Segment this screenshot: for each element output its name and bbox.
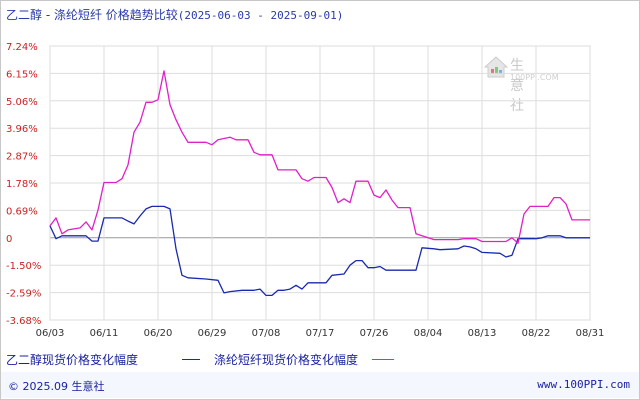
legend-swatch-a [182, 359, 200, 360]
x-tick-label: 08/31 [576, 328, 605, 339]
y-tick-label: 7.24% [6, 42, 38, 53]
footer-bar [1, 372, 639, 398]
x-tick-label: 08/13 [468, 328, 497, 339]
chart-title-text: 乙二醇 - 涤纶短纤 价格趋势比较 [6, 8, 178, 22]
x-tick-label: 08/22 [522, 328, 551, 339]
footer-copyright: © 2025.09 生意社 [8, 380, 105, 393]
y-axis-ticks: 7.24% 6.15% 5.06% 3.96% 2.87% 1.78% 0.69% 0 -1.5… [6, 42, 41, 327]
x-tick-label: 06/29 [198, 328, 227, 339]
x-tick-label: 06/03 [36, 328, 65, 339]
y-tick-label: 6.15% [6, 69, 38, 80]
y-tick-label: 0 [6, 234, 12, 245]
x-tick-label: 07/08 [252, 328, 281, 339]
grid-layer [49, 45, 591, 321]
logo-url: 100PPI.COM [510, 73, 559, 82]
x-tick-label: 06/11 [90, 328, 119, 339]
house-logo-icon [483, 56, 509, 78]
y-tick-label: -2.59% [6, 289, 41, 300]
site-logo: 生意社 100PPI.COM [483, 55, 559, 114]
chart-title: 乙二醇 - 涤纶短纤 价格趋势比较(2025-06-03 - 2025-09-0… [6, 6, 343, 23]
legend-label-b: 涤纶短纤现货价格变化幅度 [214, 353, 359, 367]
y-tick-label: 5.06% [6, 97, 38, 108]
y-tick-label: 3.96% [6, 124, 38, 135]
x-tick-label: 06/20 [144, 328, 173, 339]
series-line-b [49, 70, 590, 244]
x-tick-label: 07/26 [360, 328, 389, 339]
y-tick-label: -3.68% [6, 316, 41, 327]
y-tick-label: 0.69% [6, 206, 38, 217]
footer-site-link[interactable]: www.100PPI.com [537, 378, 630, 391]
series-layer [49, 70, 590, 297]
logo-name: 生意社 [510, 58, 527, 114]
series-line-a [49, 205, 590, 297]
chart-title-range: (2025-06-03 - 2025-09-01) [177, 9, 344, 22]
x-axis-ticks: 06/03 06/11 06/20 06/29 07/08 07/17 07/26 08/04… [36, 328, 605, 339]
legend-swatch-b [372, 359, 394, 360]
y-tick-label: 1.78% [6, 179, 38, 190]
x-tick-label: 08/04 [414, 328, 443, 339]
y-tick-label: -1.50% [6, 261, 41, 272]
legend-label-a: 乙二醇现货价格变化幅度 [6, 353, 139, 367]
x-tick-label: 07/17 [306, 328, 335, 339]
y-tick-label: 2.87% [6, 152, 38, 163]
